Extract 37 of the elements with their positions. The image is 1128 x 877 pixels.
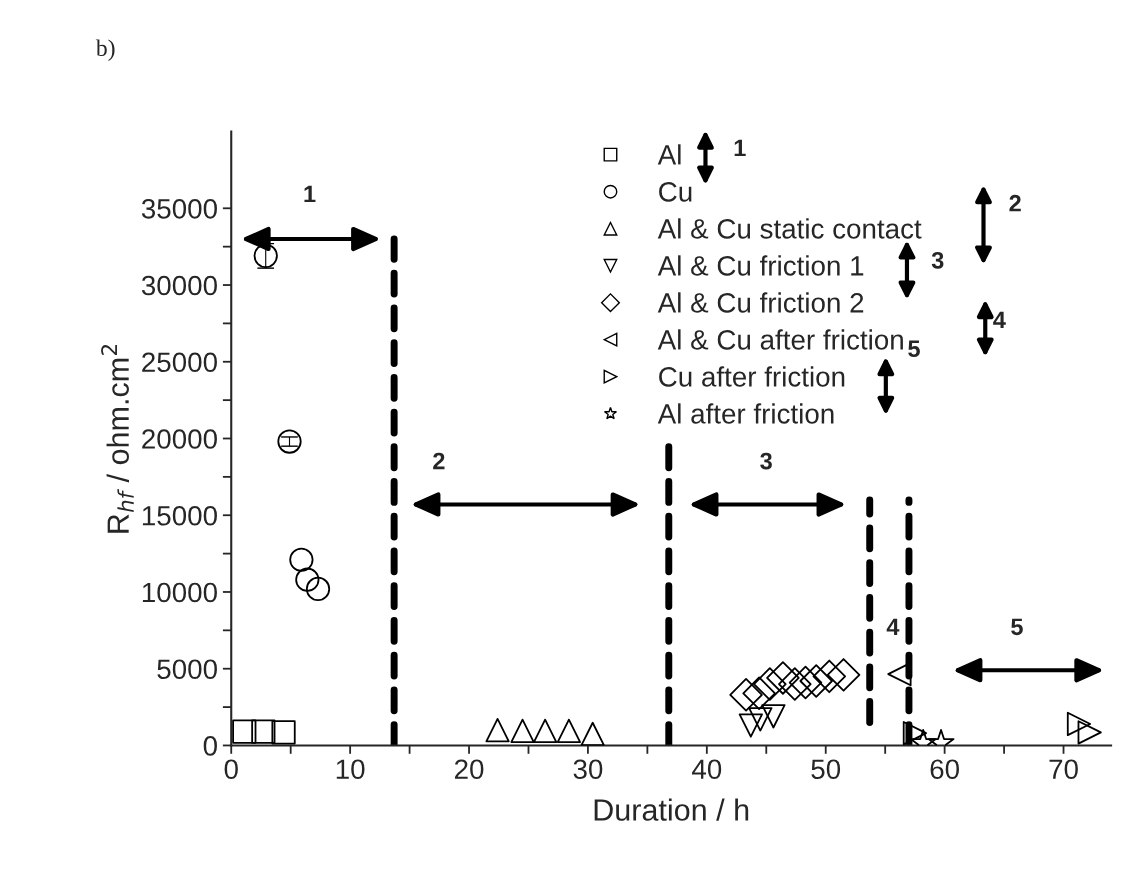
x-tick-label: 10 (336, 759, 365, 780)
legend-label: Cu (659, 182, 692, 202)
x-tick-label: 0 (224, 759, 238, 780)
y-tick-label: 25000 (142, 352, 217, 373)
x-tick-label: 60 (930, 759, 959, 780)
x-tick-label: 20 (454, 759, 484, 780)
y-tick-label: 0 (203, 736, 217, 756)
y-tick-label: 5000 (157, 659, 217, 680)
legend-label: Al after friction (657, 403, 834, 424)
legend-label: Al & Cu static contact (657, 218, 922, 239)
annotation: 3 (760, 452, 772, 470)
annotation: 4 (886, 618, 900, 635)
x-tick-label: 40 (692, 759, 722, 780)
legend-label: Cu after friction (659, 366, 845, 387)
chart-title: b) (95, 39, 115, 61)
annotation: 2 (433, 452, 445, 470)
x-axis-title: Duration / h (594, 798, 749, 821)
x-tick-label: 70 (1049, 759, 1078, 780)
y-tick-label: 10000 (142, 582, 217, 603)
y-tick-label: 30000 (141, 275, 217, 296)
annotation: 4 (993, 311, 1006, 328)
x-tick-label: 50 (811, 759, 841, 780)
legend-label: Al (657, 144, 681, 165)
annotation: 5 (1011, 618, 1023, 636)
y-axis-title: R$_{hf}$ / ohm.cm$^{2}$ (101, 345, 134, 533)
annotation: 1 (304, 185, 316, 203)
annotation: 5 (908, 340, 920, 358)
annotation: 1 (734, 139, 746, 157)
legend-label: Al & Cu friction 2 (657, 292, 864, 313)
x-tick-label: 30 (573, 759, 603, 780)
y-tick-label: 15000 (142, 505, 217, 526)
annotation: 2 (1009, 194, 1021, 212)
y-tick-label: 20000 (142, 429, 217, 449)
legend-label: Al & Cu after friction (657, 329, 903, 350)
legend-label: Al & Cu friction 1 (657, 255, 864, 276)
y-tick-label: 35000 (141, 198, 217, 219)
annotation: 3 (931, 251, 944, 269)
